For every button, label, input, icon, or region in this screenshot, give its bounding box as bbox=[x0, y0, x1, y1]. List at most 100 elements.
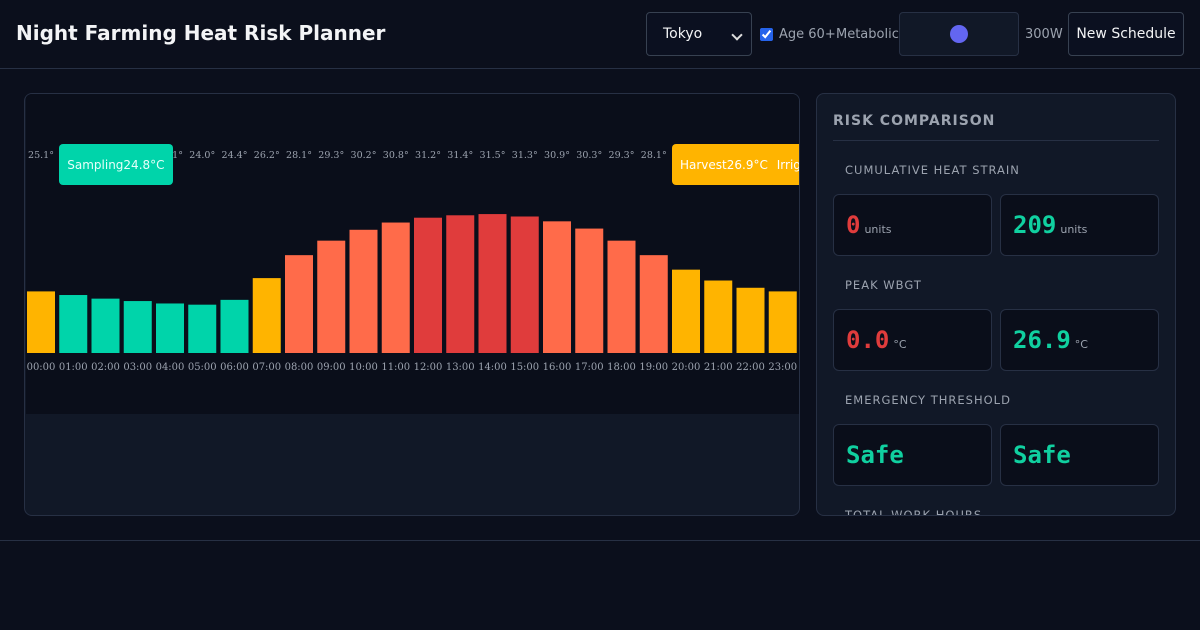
temp-label: 31.5° bbox=[480, 150, 506, 161]
bar bbox=[414, 217, 442, 353]
city-select[interactable]: Tokyo bbox=[646, 12, 752, 56]
temp-label: 29.3° bbox=[318, 150, 344, 161]
bar bbox=[607, 240, 636, 353]
stat-value: Safe bbox=[846, 441, 904, 469]
bar bbox=[27, 291, 55, 353]
stat-value: 0.0 bbox=[846, 326, 890, 354]
section-label: EMERGENCY THRESHOLD bbox=[845, 393, 1011, 407]
temp-label: 31.4° bbox=[447, 150, 473, 161]
metabolic-value: 300W bbox=[1025, 26, 1063, 42]
bar bbox=[349, 229, 378, 353]
card-row: 0.0 °C 26.9 °C bbox=[833, 309, 1159, 371]
stat-value: 0 bbox=[846, 211, 861, 239]
hour-label: 19:00 bbox=[639, 362, 668, 373]
bar bbox=[704, 280, 733, 353]
bar bbox=[188, 304, 217, 353]
hour-label: 16:00 bbox=[543, 362, 572, 373]
temp-label: 30.2° bbox=[351, 150, 377, 161]
bar bbox=[639, 255, 668, 353]
stat-unit: °C bbox=[893, 337, 907, 351]
task-badge: Harvest 26.9°C bbox=[672, 144, 776, 185]
bar bbox=[252, 278, 281, 353]
temp-label: 24.4° bbox=[222, 150, 248, 161]
hour-label: 03:00 bbox=[123, 362, 152, 373]
bar bbox=[381, 222, 410, 353]
card-row: Safe Safe bbox=[833, 424, 1159, 486]
new-schedule-button[interactable]: New Schedule bbox=[1068, 12, 1184, 56]
task-name: Harvest bbox=[680, 157, 727, 172]
chart-panel: 00:0025.1°01:0002:0003:0024.3°04:0024.1°… bbox=[24, 93, 800, 516]
hour-label: 04:00 bbox=[156, 362, 185, 373]
temp-label: 28.1° bbox=[286, 150, 312, 161]
temp-label: 30.9° bbox=[544, 150, 570, 161]
temp-label: 24.0° bbox=[189, 150, 215, 161]
age-toggle[interactable]: Age 60+ bbox=[760, 12, 836, 56]
hour-label: 13:00 bbox=[446, 362, 475, 373]
stat-card: 26.9 °C bbox=[1000, 309, 1159, 371]
panel-title: RISK COMPARISON bbox=[833, 110, 1159, 141]
bar bbox=[543, 221, 571, 353]
bar bbox=[317, 240, 346, 353]
checkbox[interactable] bbox=[760, 27, 773, 41]
stat-value: Safe bbox=[1013, 441, 1071, 469]
temp-label: 31.3° bbox=[512, 150, 538, 161]
hour-label: 15:00 bbox=[510, 362, 539, 373]
stat-unit: °C bbox=[1074, 337, 1088, 351]
metabolic-label: Metabolic bbox=[836, 26, 899, 42]
task-badge: Sampling 24.8°C bbox=[59, 144, 173, 185]
bar bbox=[446, 215, 475, 353]
bar bbox=[123, 301, 152, 353]
task-reading: 24.8°C bbox=[123, 157, 165, 172]
footer-line bbox=[0, 540, 1200, 541]
stat-value: 26.9 bbox=[1013, 326, 1071, 354]
bar bbox=[156, 303, 184, 353]
temp-label: 30.8° bbox=[383, 150, 409, 161]
temp-label: 28.1° bbox=[641, 150, 667, 161]
hour-label: 05:00 bbox=[188, 362, 217, 373]
chart: 00:0025.1°01:0002:0003:0024.3°04:0024.1°… bbox=[26, 94, 799, 414]
section-label: TOTAL WORK HOURS bbox=[845, 508, 983, 516]
task-name: Irrigation bbox=[776, 157, 800, 172]
hour-label: 06:00 bbox=[220, 362, 249, 373]
age-label: Age 60+ bbox=[779, 26, 836, 42]
hour-label: 14:00 bbox=[478, 362, 507, 373]
bar bbox=[478, 214, 507, 353]
stat-value: 209 bbox=[1013, 211, 1057, 239]
hour-label: 12:00 bbox=[414, 362, 443, 373]
city: Tokyo bbox=[663, 26, 703, 42]
stat-card: 209 units bbox=[1000, 194, 1159, 256]
task-reading: 26.9°C bbox=[726, 157, 768, 172]
temp-label: 26.2° bbox=[254, 150, 280, 161]
bar bbox=[672, 269, 700, 353]
card-row: 0 units 209 units bbox=[833, 194, 1159, 256]
stat-unit: units bbox=[1060, 222, 1088, 236]
bar bbox=[91, 298, 120, 353]
hour-label: 09:00 bbox=[317, 362, 346, 373]
hour-label: 18:00 bbox=[607, 362, 636, 373]
hour-label: 21:00 bbox=[704, 362, 733, 373]
bar bbox=[59, 295, 88, 353]
bar bbox=[285, 255, 313, 353]
hour-label: 08:00 bbox=[285, 362, 314, 373]
header: Night Farming Heat Risk Planner Tokyo Ag… bbox=[0, 0, 1200, 69]
stat-card: Safe bbox=[833, 424, 992, 486]
stat-card: 0 units bbox=[833, 194, 992, 256]
metabolic-slider[interactable] bbox=[899, 12, 1019, 56]
hour-label: 17:00 bbox=[575, 362, 604, 373]
stat-unit: units bbox=[864, 222, 892, 236]
bar bbox=[575, 228, 604, 353]
bar bbox=[510, 216, 539, 353]
task-name: Sampling bbox=[67, 157, 124, 172]
risk-panel: RISK COMPARISON CUMULATIVE HEAT STRAIN 0 u… bbox=[816, 93, 1176, 516]
bar bbox=[220, 299, 249, 353]
hour-label: 01:00 bbox=[59, 362, 88, 373]
task-badge: Irrigation25.1°C bbox=[768, 144, 800, 185]
hour-label: 11:00 bbox=[381, 362, 410, 373]
stat-card: 0.0 °C bbox=[833, 309, 992, 371]
bar bbox=[736, 287, 765, 353]
temp-label: 29.3° bbox=[609, 150, 635, 161]
temp-label: 30.3° bbox=[576, 150, 602, 161]
hour-label: 00:00 bbox=[27, 362, 56, 373]
section-label: PEAK WBGT bbox=[845, 278, 922, 292]
